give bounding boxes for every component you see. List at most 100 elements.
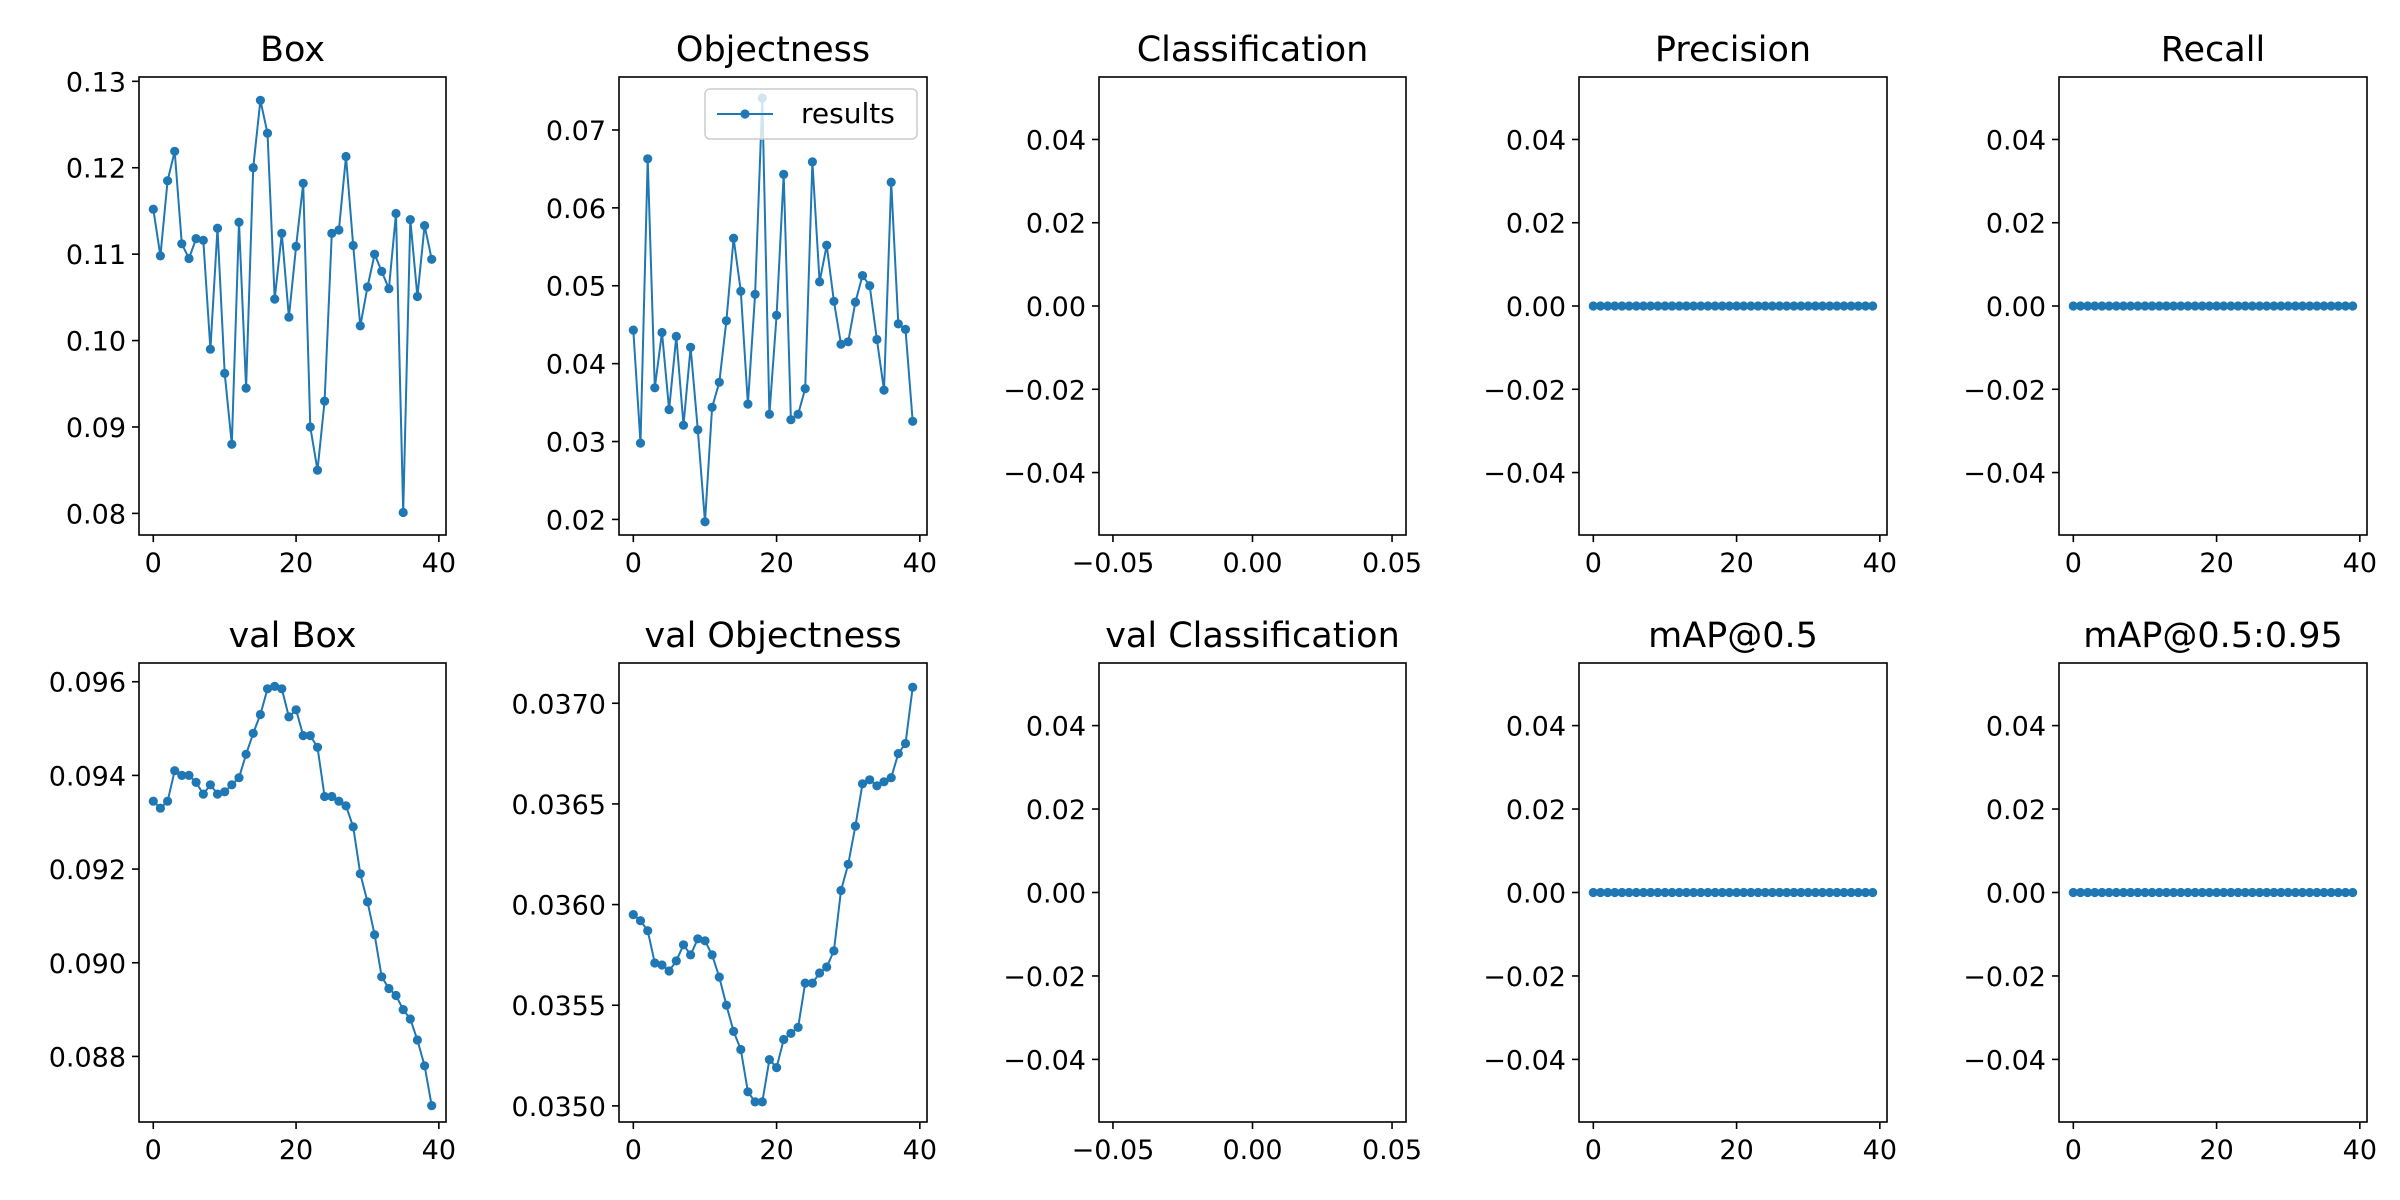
- y-tick-label: 0.088: [49, 1042, 126, 1073]
- data-point: [836, 339, 846, 349]
- y-tick-label: 0.12: [66, 154, 126, 185]
- data-point: [2262, 301, 2272, 311]
- data-point: [412, 1035, 422, 1045]
- data-point: [255, 95, 265, 105]
- data-point: [1860, 301, 1871, 311]
- data-point: [248, 728, 258, 738]
- x-tick-label: 20: [1719, 548, 1753, 579]
- series-line: [632, 97, 914, 522]
- data-point: [377, 266, 387, 276]
- data-point: [2169, 887, 2179, 898]
- data-point: [398, 1005, 408, 1015]
- x-tick-label: 20: [759, 548, 793, 579]
- data-point: [427, 254, 437, 264]
- data-point: [729, 1026, 739, 1036]
- data-point: [1832, 301, 1842, 311]
- data-point: [2340, 301, 2351, 311]
- data-point: [2169, 301, 2179, 311]
- data-point: [2183, 887, 2193, 898]
- data-point: [2083, 301, 2093, 311]
- y-tick-label: 0.00: [1986, 292, 2046, 323]
- data-point: [2140, 887, 2150, 898]
- data-point: [320, 791, 330, 802]
- data-point: [334, 796, 344, 806]
- data-point: [700, 517, 710, 527]
- data-point: [707, 402, 717, 412]
- data-point: [170, 766, 180, 776]
- data-point: [1717, 301, 1727, 311]
- data-point: [2118, 301, 2129, 311]
- data-point: [829, 946, 839, 956]
- data-point: [191, 777, 201, 788]
- series-line: [152, 100, 433, 513]
- data-point: [1767, 887, 1777, 898]
- data-point: [1724, 887, 1734, 898]
- data-point: [1868, 301, 1878, 311]
- data-point: [1696, 301, 1706, 311]
- data-point: [1610, 887, 1620, 898]
- y-tick-label: 0.00: [1506, 292, 1566, 323]
- x-tick-label: 40: [2343, 1135, 2377, 1166]
- y-tick-label: 0.096: [49, 668, 126, 699]
- y-tick-label: 0.10: [66, 327, 126, 358]
- data-point: [886, 177, 896, 187]
- data-point: [886, 773, 896, 783]
- data-point: [377, 972, 387, 982]
- y-tick-label: 0.04: [1506, 125, 1566, 156]
- x-tick-label: 0: [625, 548, 642, 579]
- data-point: [298, 178, 308, 188]
- subplot-title: Box: [260, 30, 325, 70]
- axes-frame: [618, 76, 928, 536]
- y-tick-label: 0.0370: [512, 689, 606, 720]
- data-point: [1638, 301, 1649, 311]
- data-point: [743, 399, 753, 409]
- data-point: [1810, 301, 1820, 311]
- data-point: [1782, 887, 1792, 898]
- data-point: [320, 396, 330, 406]
- data-point: [2190, 887, 2200, 898]
- data-point: [2068, 301, 2078, 311]
- data-point: [1603, 887, 1613, 898]
- y-tick-label: −0.04: [1963, 1045, 2046, 1076]
- x-tick-label: 0.00: [1222, 548, 1282, 579]
- data-point: [1868, 887, 1878, 898]
- data-point: [2126, 301, 2136, 311]
- y-tick-label: 0.00: [1986, 879, 2046, 910]
- data-point: [1617, 887, 1627, 898]
- x-tick-label: 0.05: [1362, 1135, 1422, 1166]
- data-point: [657, 960, 667, 970]
- y-tick-label: 0.02: [1506, 209, 1566, 240]
- axes-frame: [138, 662, 447, 1123]
- x-tick-label: 0: [1585, 1135, 1602, 1166]
- data-point: [671, 331, 681, 341]
- data-point: [2068, 887, 2078, 898]
- data-point: [277, 228, 287, 238]
- data-point: [893, 749, 903, 759]
- x-tick-label: 40: [1863, 1135, 1897, 1166]
- data-point: [2183, 301, 2193, 311]
- subplot-title: mAP@0.5:0.95: [2083, 616, 2343, 656]
- data-point: [800, 978, 810, 988]
- data-point: [1660, 301, 1670, 311]
- x-tick-label: 40: [422, 548, 456, 579]
- data-point: [248, 163, 258, 173]
- x-tick-label: 0: [625, 1135, 642, 1166]
- data-point: [2305, 301, 2315, 311]
- data-point: [2154, 301, 2164, 311]
- data-point: [1746, 301, 1756, 311]
- data-point: [2262, 887, 2272, 898]
- y-tick-label: 0.0355: [512, 991, 606, 1022]
- data-point: [743, 1087, 753, 1097]
- data-point: [2269, 887, 2279, 898]
- data-point: [2276, 887, 2286, 898]
- y-tick-label: 0.0365: [512, 790, 606, 821]
- y-tick-label: 0.04: [546, 350, 606, 381]
- data-point: [1860, 887, 1871, 898]
- subplot-title: val Classification: [1105, 616, 1400, 656]
- y-tick-label: −0.02: [1483, 962, 1566, 993]
- data-point: [2247, 301, 2257, 311]
- data-point: [2247, 887, 2257, 898]
- data-point: [177, 239, 187, 249]
- data-point: [1710, 301, 1720, 311]
